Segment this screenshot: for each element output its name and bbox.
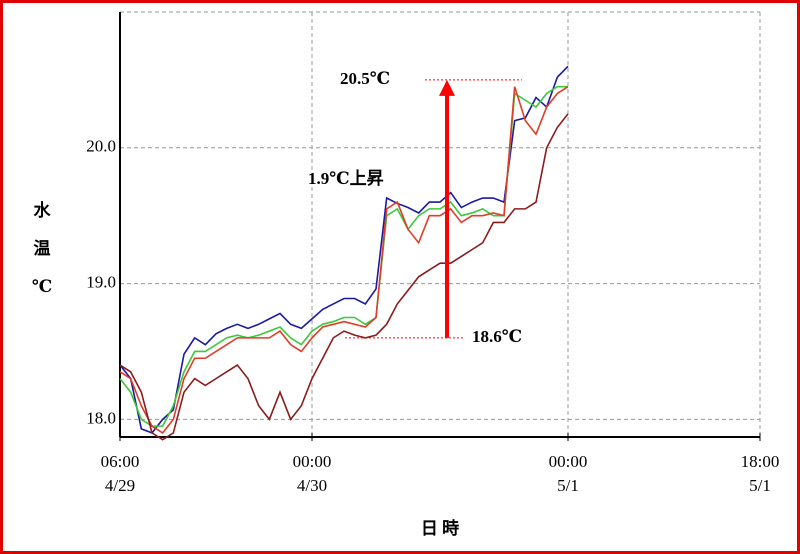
y-tick-label: 18.0 (86, 408, 116, 427)
y-tick-label: 20.0 (86, 137, 116, 156)
rise-label: 1.9℃上昇 (308, 169, 384, 188)
series-line (119, 85, 568, 427)
x-tick-label: 00:00 5/1 (549, 452, 588, 495)
series-line (119, 86, 569, 434)
series-line (119, 113, 569, 441)
high-label: 20.5℃ (340, 69, 390, 88)
y-tick-label: 19.0 (86, 272, 116, 291)
series-line (119, 65, 569, 434)
x-tick-label: 00:00 4/30 (293, 452, 332, 495)
y-axis-label: 水温℃ (32, 200, 52, 296)
arrow-head (439, 79, 455, 96)
x-axis-label: 日 時 (421, 518, 459, 538)
low-label: 18.6℃ (472, 327, 522, 346)
x-tick-label: 06:00 4/29 (101, 452, 140, 495)
x-tick-label: 18:00 5/1 (741, 452, 780, 495)
